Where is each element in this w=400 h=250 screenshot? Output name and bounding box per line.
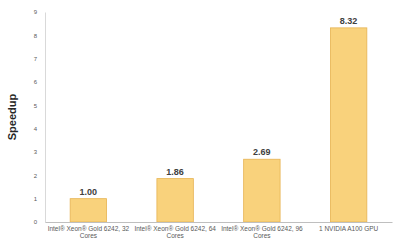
y-tick-label: 7 bbox=[34, 56, 38, 62]
y-tick-label: 9 bbox=[34, 9, 38, 15]
x-axis: Intel® Xeon® Gold 6242, 32CoresIntel® Xe… bbox=[46, 222, 393, 239]
y-tick: 1 bbox=[34, 196, 45, 202]
y-tick: 6 bbox=[34, 79, 45, 85]
y-tick: 0 bbox=[34, 219, 45, 225]
x-tick-label-line: Intel® Xeon® Gold 6242, 96 bbox=[221, 225, 303, 232]
x-tick-label-line: Cores bbox=[80, 232, 98, 239]
data-label: 1.86 bbox=[166, 167, 184, 177]
bar bbox=[157, 179, 193, 222]
bar bbox=[70, 199, 106, 222]
y-tick: 8 bbox=[34, 33, 45, 39]
x-tick-label: Intel® Xeon® Gold 6242, 64Cores bbox=[134, 225, 216, 240]
y-tick-label: 6 bbox=[34, 79, 38, 85]
y-tick-label: 3 bbox=[34, 149, 38, 155]
x-tick-label-line: 1 NVIDIA A100 GPU bbox=[319, 225, 379, 232]
y-tick-label: 8 bbox=[34, 33, 38, 39]
bar bbox=[244, 159, 280, 222]
y-tick: 4 bbox=[34, 126, 45, 132]
y-tick-label: 2 bbox=[34, 173, 38, 179]
y-tick: 5 bbox=[34, 103, 45, 109]
y-axis: 0 1 2 3 4 5 6 7 8 9 bbox=[34, 9, 46, 225]
x-tick: Intel® Xeon® Gold 6242, 64Cores bbox=[134, 222, 216, 239]
plot: 0123456789Intel® Xeon® Gold 6242, 32Core… bbox=[34, 9, 393, 239]
x-tick-label-line: Cores bbox=[253, 232, 271, 239]
y-tick-label: 4 bbox=[34, 126, 38, 132]
x-tick: Intel® Xeon® Gold 6242, 32Cores bbox=[48, 222, 130, 239]
y-tick-label: 1 bbox=[34, 196, 38, 202]
data-labels: 1.00 1.86 2.69 8.32 bbox=[80, 16, 358, 197]
y-tick: 2 bbox=[34, 173, 45, 179]
bar bbox=[330, 28, 366, 222]
x-tick: 1 NVIDIA A100 GPU bbox=[319, 222, 379, 232]
data-label: 2.69 bbox=[253, 147, 271, 157]
y-tick-label: 0 bbox=[34, 219, 38, 225]
data-label: 1.00 bbox=[80, 187, 98, 197]
y-tick: 7 bbox=[34, 56, 45, 62]
bars bbox=[70, 28, 367, 222]
x-tick-label-line: Cores bbox=[166, 232, 184, 239]
x-tick-label-line: Intel® Xeon® Gold 6242, 64 bbox=[134, 225, 216, 232]
y-tick: 9 bbox=[34, 9, 45, 15]
y-axis-title: Speedup bbox=[6, 93, 18, 140]
y-tick-label: 5 bbox=[34, 103, 38, 109]
x-tick-label: Intel® Xeon® Gold 6242, 96Cores bbox=[221, 225, 303, 240]
y-axis-line bbox=[45, 13, 46, 223]
data-label: 8.32 bbox=[340, 16, 358, 26]
x-tick: Intel® Xeon® Gold 6242, 96Cores bbox=[221, 222, 303, 239]
x-axis-line bbox=[46, 222, 393, 223]
x-tick-label: Intel® Xeon® Gold 6242, 32Cores bbox=[48, 225, 130, 240]
x-tick-label: 1 NVIDIA A100 GPU bbox=[319, 225, 379, 232]
y-tick: 3 bbox=[34, 149, 45, 155]
chart: 0123456789Intel® Xeon® Gold 6242, 32Core… bbox=[0, 0, 400, 250]
x-tick-label-line: Intel® Xeon® Gold 6242, 32 bbox=[48, 225, 130, 232]
